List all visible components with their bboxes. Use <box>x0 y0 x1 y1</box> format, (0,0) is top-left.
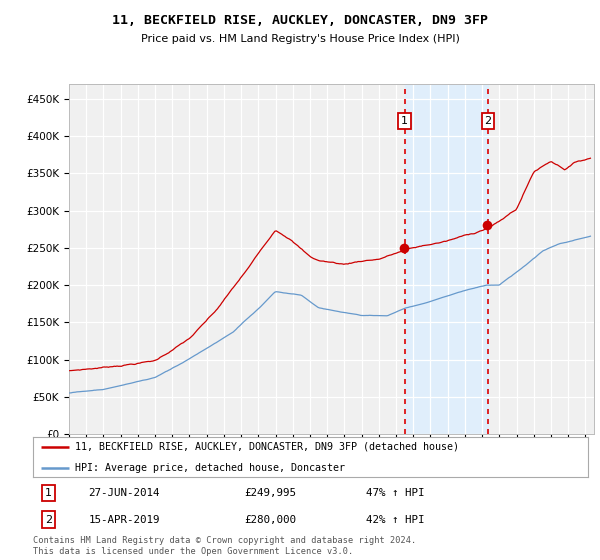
Text: Contains HM Land Registry data © Crown copyright and database right 2024.
This d: Contains HM Land Registry data © Crown c… <box>33 536 416 556</box>
Text: 11, BECKFIELD RISE, AUCKLEY, DONCASTER, DN9 3FP (detached house): 11, BECKFIELD RISE, AUCKLEY, DONCASTER, … <box>74 442 458 452</box>
Text: 1: 1 <box>401 116 408 126</box>
Text: 1: 1 <box>45 488 52 498</box>
Text: HPI: Average price, detached house, Doncaster: HPI: Average price, detached house, Donc… <box>74 463 344 473</box>
Text: 27-JUN-2014: 27-JUN-2014 <box>89 488 160 498</box>
Text: Price paid vs. HM Land Registry's House Price Index (HPI): Price paid vs. HM Land Registry's House … <box>140 34 460 44</box>
Text: 42% ↑ HPI: 42% ↑ HPI <box>366 515 425 525</box>
Text: 2: 2 <box>45 515 52 525</box>
Text: £280,000: £280,000 <box>244 515 296 525</box>
Bar <box>404 84 488 434</box>
Text: 47% ↑ HPI: 47% ↑ HPI <box>366 488 425 498</box>
Text: £249,995: £249,995 <box>244 488 296 498</box>
Text: 2: 2 <box>484 116 491 126</box>
Text: 11, BECKFIELD RISE, AUCKLEY, DONCASTER, DN9 3FP: 11, BECKFIELD RISE, AUCKLEY, DONCASTER, … <box>112 14 488 27</box>
Text: 15-APR-2019: 15-APR-2019 <box>89 515 160 525</box>
